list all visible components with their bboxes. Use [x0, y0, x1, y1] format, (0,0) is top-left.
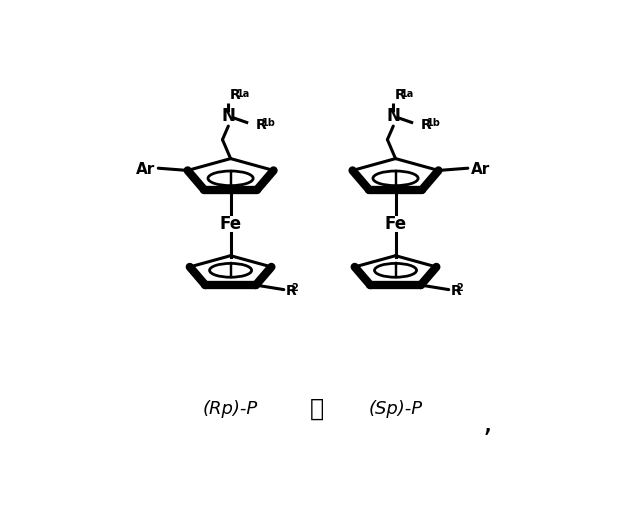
Text: R: R [421, 118, 432, 132]
Text: ,: , [483, 407, 493, 436]
Text: 1a: 1a [236, 89, 249, 99]
Text: N: N [221, 107, 235, 125]
Text: R: R [230, 88, 241, 102]
Text: N: N [386, 107, 400, 125]
Text: R: R [395, 88, 406, 102]
Text: 或: 或 [310, 396, 324, 420]
Text: Ar: Ar [471, 161, 490, 176]
Text: 2: 2 [456, 282, 462, 292]
Text: Fe: Fe [219, 215, 242, 233]
Text: Ar: Ar [136, 161, 156, 176]
Text: (Sp)-P: (Sp)-P [369, 399, 423, 417]
Text: 1a: 1a [401, 89, 415, 99]
Text: R: R [450, 283, 461, 297]
Text: R: R [285, 283, 296, 297]
Text: Fe: Fe [384, 215, 406, 233]
Text: 1b: 1b [262, 118, 276, 127]
Text: 2: 2 [291, 282, 298, 292]
Text: R: R [256, 118, 266, 132]
Text: 1b: 1b [427, 118, 441, 127]
Text: (Rp)-P: (Rp)-P [203, 399, 258, 417]
